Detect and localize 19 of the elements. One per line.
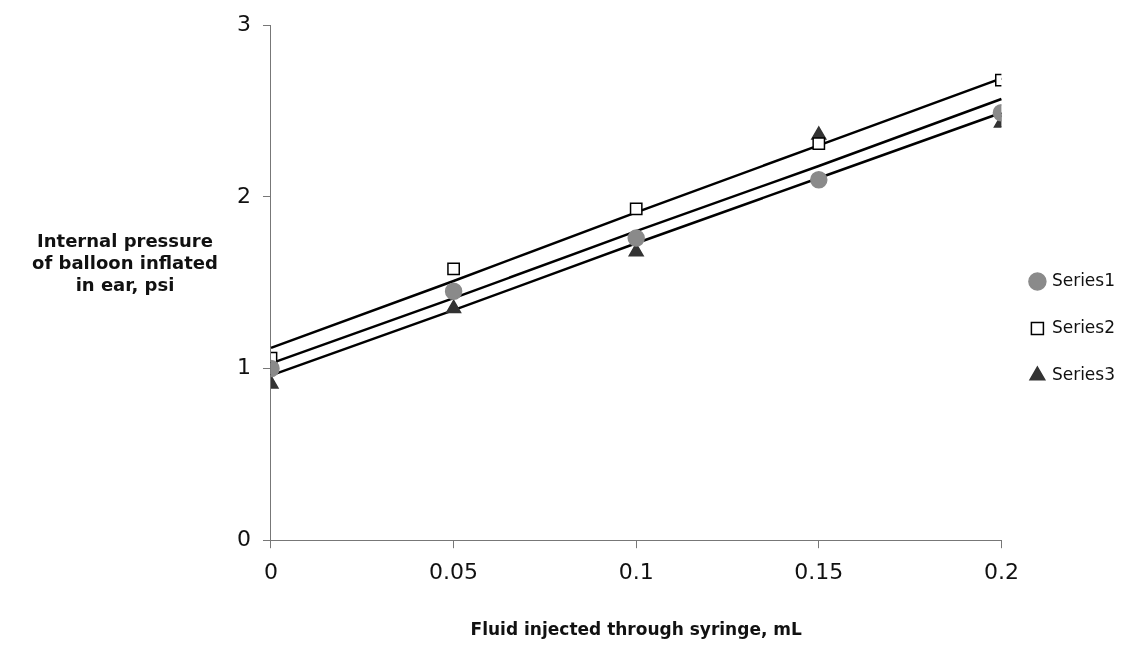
x-axis-title: Fluid injected through syringe, mL bbox=[470, 619, 802, 640]
point bbox=[627, 229, 645, 247]
y-axis-title: Internal pressure of balloon inflated in ear, psi bbox=[31, 230, 219, 296]
y-tick-label: 0 bbox=[237, 525, 251, 551]
x-tick-label: 0.1 bbox=[618, 559, 654, 585]
point bbox=[444, 282, 463, 301]
y-tick-label: 1 bbox=[237, 354, 251, 380]
y-tick-label: 2 bbox=[237, 182, 251, 208]
y-tick-label: 3 bbox=[237, 10, 251, 36]
legend-label: Series1 bbox=[1051, 269, 1116, 290]
x-tick-label: 0.2 bbox=[983, 559, 1019, 585]
point bbox=[629, 202, 643, 216]
legend-label: Series3 bbox=[1051, 363, 1116, 384]
x-tick-label: 0 bbox=[264, 559, 278, 585]
point bbox=[447, 262, 461, 276]
x-tick-label: 0.15 bbox=[794, 559, 844, 585]
point bbox=[445, 299, 462, 314]
x-tick-label: 0.05 bbox=[429, 559, 479, 585]
legend-label: Series2 bbox=[1051, 316, 1116, 337]
